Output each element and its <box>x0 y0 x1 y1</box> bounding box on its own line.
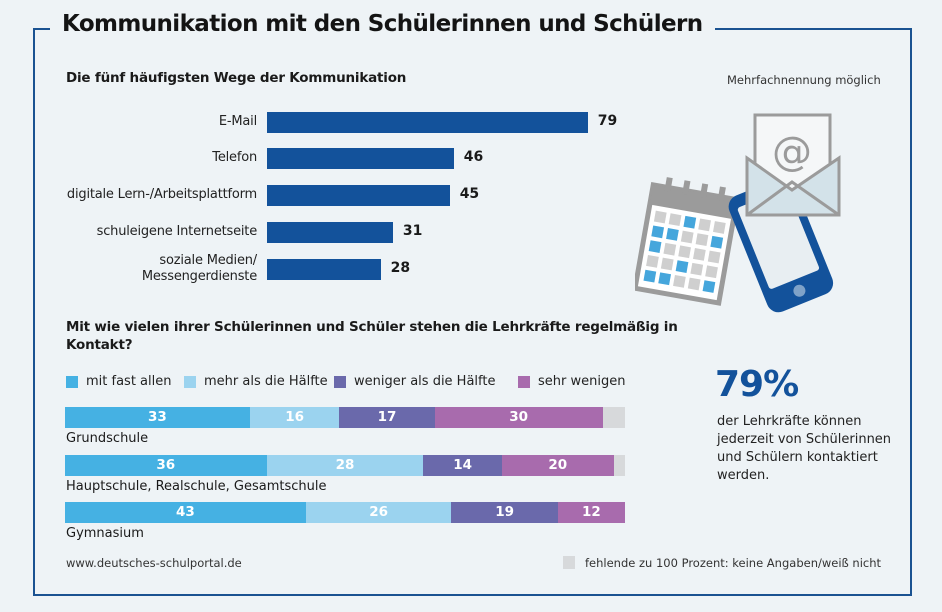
category-label: digitale Lern-/Arbeitsplattform <box>57 187 257 203</box>
title-container: Kommunikation mit den Schülerinnen und S… <box>50 6 715 42</box>
school-type-label: Hauptschule, Realschule, Gesamtschule <box>66 479 327 494</box>
legend-item: weniger als die Hälfte <box>334 374 495 389</box>
calendar-cell <box>707 250 721 264</box>
category-label: Telefon <box>57 150 257 166</box>
missing-swatch <box>563 556 575 569</box>
stacked-segment: 33 <box>65 407 250 428</box>
bar <box>267 259 381 280</box>
stacked-segment: 19 <box>451 502 558 523</box>
category-label-line: Telefon <box>212 150 257 165</box>
calendar-cell <box>651 225 665 239</box>
missing-note: fehlende zu 100 Prozent: keine Angaben/w… <box>585 556 882 570</box>
calendar-cell <box>705 265 718 279</box>
legend-swatch <box>184 375 196 388</box>
stacked-segment: 36 <box>65 455 267 476</box>
legend-item: mit fast allen <box>66 374 171 389</box>
calendar-cell <box>710 235 724 249</box>
school-type-label: Gymnasium <box>66 526 144 541</box>
stacked-segment: 20 <box>501 455 614 476</box>
calendar-cell <box>648 240 662 253</box>
at-symbol: @ <box>772 129 812 175</box>
bar-value-label: 31 <box>402 223 423 239</box>
category-label-line: soziale Medien/ <box>159 253 257 268</box>
category-label: soziale Medien/Messengerdienste <box>57 253 257 285</box>
legend-label: mehr als die Hälfte <box>204 374 328 389</box>
legend-swatch <box>66 375 78 388</box>
calendar-icon <box>635 177 740 306</box>
bar <box>267 148 454 169</box>
school-type-label: Grundschule <box>66 431 149 446</box>
legend-item: sehr wenigen <box>518 374 625 389</box>
calendar-cell <box>646 255 659 268</box>
calendar-cell <box>680 230 694 244</box>
multiple-answers-note: Mehrfachnennung möglich <box>727 73 881 87</box>
highlight-line: werden. <box>717 468 770 483</box>
calendar-cell <box>683 215 697 229</box>
missing-segment <box>602 407 625 428</box>
category-label-line: schuleigene Internetseite <box>96 224 258 239</box>
stacked-segment: 30 <box>434 407 603 428</box>
missing-segment <box>613 455 625 476</box>
stacked-segment: 17 <box>339 407 435 428</box>
legend-item: mehr als die Hälfte <box>184 374 328 389</box>
legend-label: weniger als die Hälfte <box>354 374 496 389</box>
legend-label: sehr wenigen <box>538 374 626 389</box>
highlight-line: jederzeit von Schülerinnen <box>717 432 892 447</box>
calendar-cell <box>668 213 682 227</box>
category-label-line: E-Mail <box>218 114 257 129</box>
bar-value-label: 28 <box>390 260 411 276</box>
calendar-cell <box>698 218 711 232</box>
source-link[interactable]: www.deutsches-schulportal.de <box>66 556 242 570</box>
category-label-line: digitale Lern-/Arbeitsplattform <box>66 187 257 202</box>
stacked-segment: 43 <box>65 502 306 523</box>
stacked-segment: 26 <box>305 502 452 523</box>
highlight-percentage: 79% <box>715 364 799 405</box>
calendar-cell <box>712 221 726 234</box>
stacked-segment: 28 <box>266 455 424 476</box>
highlight-text: der Lehrkräfte können jederzeit von Schü… <box>717 413 891 485</box>
calendar-cell <box>675 260 689 273</box>
legend-swatch <box>518 375 530 388</box>
stacked-segment: 14 <box>423 455 502 476</box>
calendar-cell <box>678 245 691 259</box>
bar-chart-title: Die fünf häufigsten Wege der Kommunikati… <box>66 70 407 86</box>
calendar-cell <box>663 242 677 256</box>
calendar-cell <box>702 280 716 293</box>
calendar-cell <box>695 233 709 247</box>
highlight-line: und Schülern kontaktiert <box>717 450 878 465</box>
stacked-chart-title: Mit wie vielen ihrer Schülerinnen und Sc… <box>66 319 678 353</box>
email-envelope-icon: @ <box>745 113 841 217</box>
category-label-line: Messengerdienste <box>141 269 257 284</box>
bar-value-label: 79 <box>597 113 618 129</box>
category-label: E-Mail <box>57 114 257 130</box>
bar <box>267 185 450 206</box>
bar <box>267 112 588 133</box>
legend-swatch <box>334 375 346 388</box>
calendar-cell <box>693 248 706 261</box>
calendar-cell <box>687 277 701 291</box>
highlight-line: der Lehrkräfte können <box>717 414 862 429</box>
legend-label: mit fast allen <box>86 374 172 389</box>
calendar-cell <box>658 272 672 286</box>
calendar-cell <box>673 274 686 288</box>
calendar-cell <box>660 257 674 271</box>
bar-value-label: 45 <box>459 186 480 202</box>
category-label: schuleigene Internetseite <box>57 224 258 240</box>
calendar-cell <box>690 262 704 276</box>
calendar-cell <box>653 210 667 224</box>
page-title: Kommunikation mit den Schülerinnen und S… <box>62 11 703 37</box>
stacked-segment: 12 <box>557 502 625 523</box>
illustration: @ <box>635 113 841 313</box>
bar-value-label: 46 <box>463 149 484 165</box>
calendar-cell <box>666 228 679 241</box>
stacked-segment: 16 <box>249 407 340 428</box>
bar <box>267 222 393 243</box>
calendar-cell <box>643 269 657 283</box>
